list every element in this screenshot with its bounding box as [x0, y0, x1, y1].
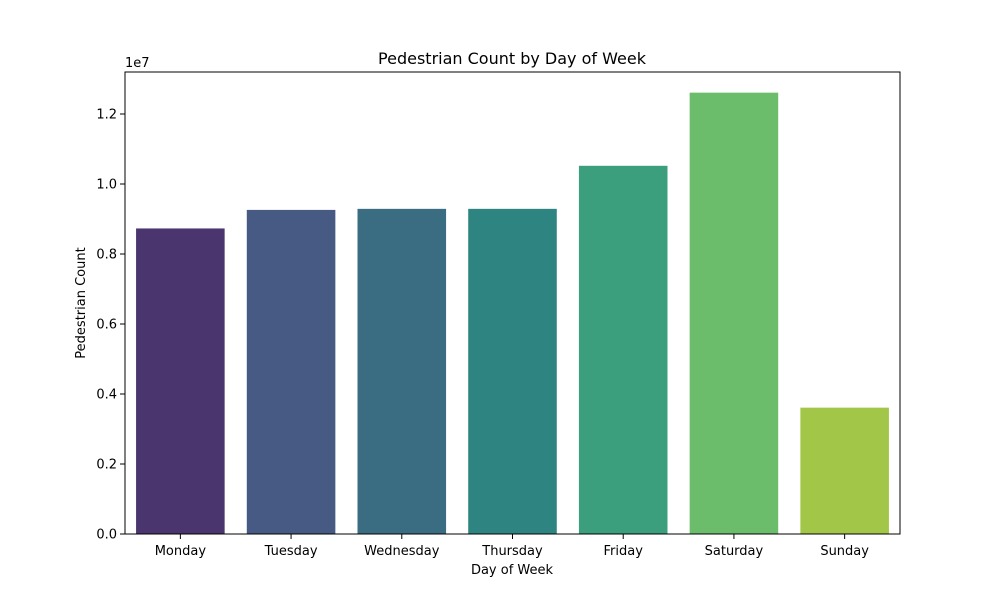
x-axis-ticks: Monday Tuesday Wednesday Thursday Friday Satu…	[155, 534, 869, 559]
bar-friday	[578, 165, 668, 535]
bar-wednesday	[357, 208, 447, 534]
x-tick-label: Sunday	[820, 544, 869, 559]
x-tick-label: Monday	[155, 544, 207, 559]
x-tick-label: Thursday	[481, 544, 543, 559]
bar-monday	[136, 228, 225, 534]
y-tick-label: 0.0	[96, 528, 117, 543]
x-axis-label: Day of Week	[471, 563, 554, 578]
y-tick-label: 1.2	[96, 108, 117, 123]
x-tick-label: Saturday	[705, 544, 764, 559]
bars-group	[136, 92, 889, 535]
y-tick-label: 0.2	[96, 458, 117, 473]
bar-tuesday	[246, 209, 336, 534]
plot-frame	[124, 71, 901, 535]
y-tick-label: 1.0	[96, 178, 117, 193]
chart-title: Pedestrian Count by Day of Week	[378, 49, 647, 68]
y-axis-label: Pedestrian Count	[74, 247, 89, 358]
y-tick-label: 0.6	[96, 318, 117, 333]
y-tick-label: 0.8	[96, 248, 117, 263]
y-tick-label: 0.4	[96, 388, 117, 403]
x-tick-label: Wednesday	[364, 544, 440, 559]
bar-thursday	[468, 208, 557, 534]
x-tick-label: Friday	[604, 544, 644, 559]
bar-saturday	[689, 92, 779, 535]
bar-sunday	[800, 407, 889, 534]
y-axis-ticks: 0.0 0.2 0.4 0.6 0.8 1.0 1.2	[96, 108, 125, 543]
x-tick-label: Tuesday	[264, 544, 318, 559]
y-offset-label: 1e7	[125, 56, 150, 71]
